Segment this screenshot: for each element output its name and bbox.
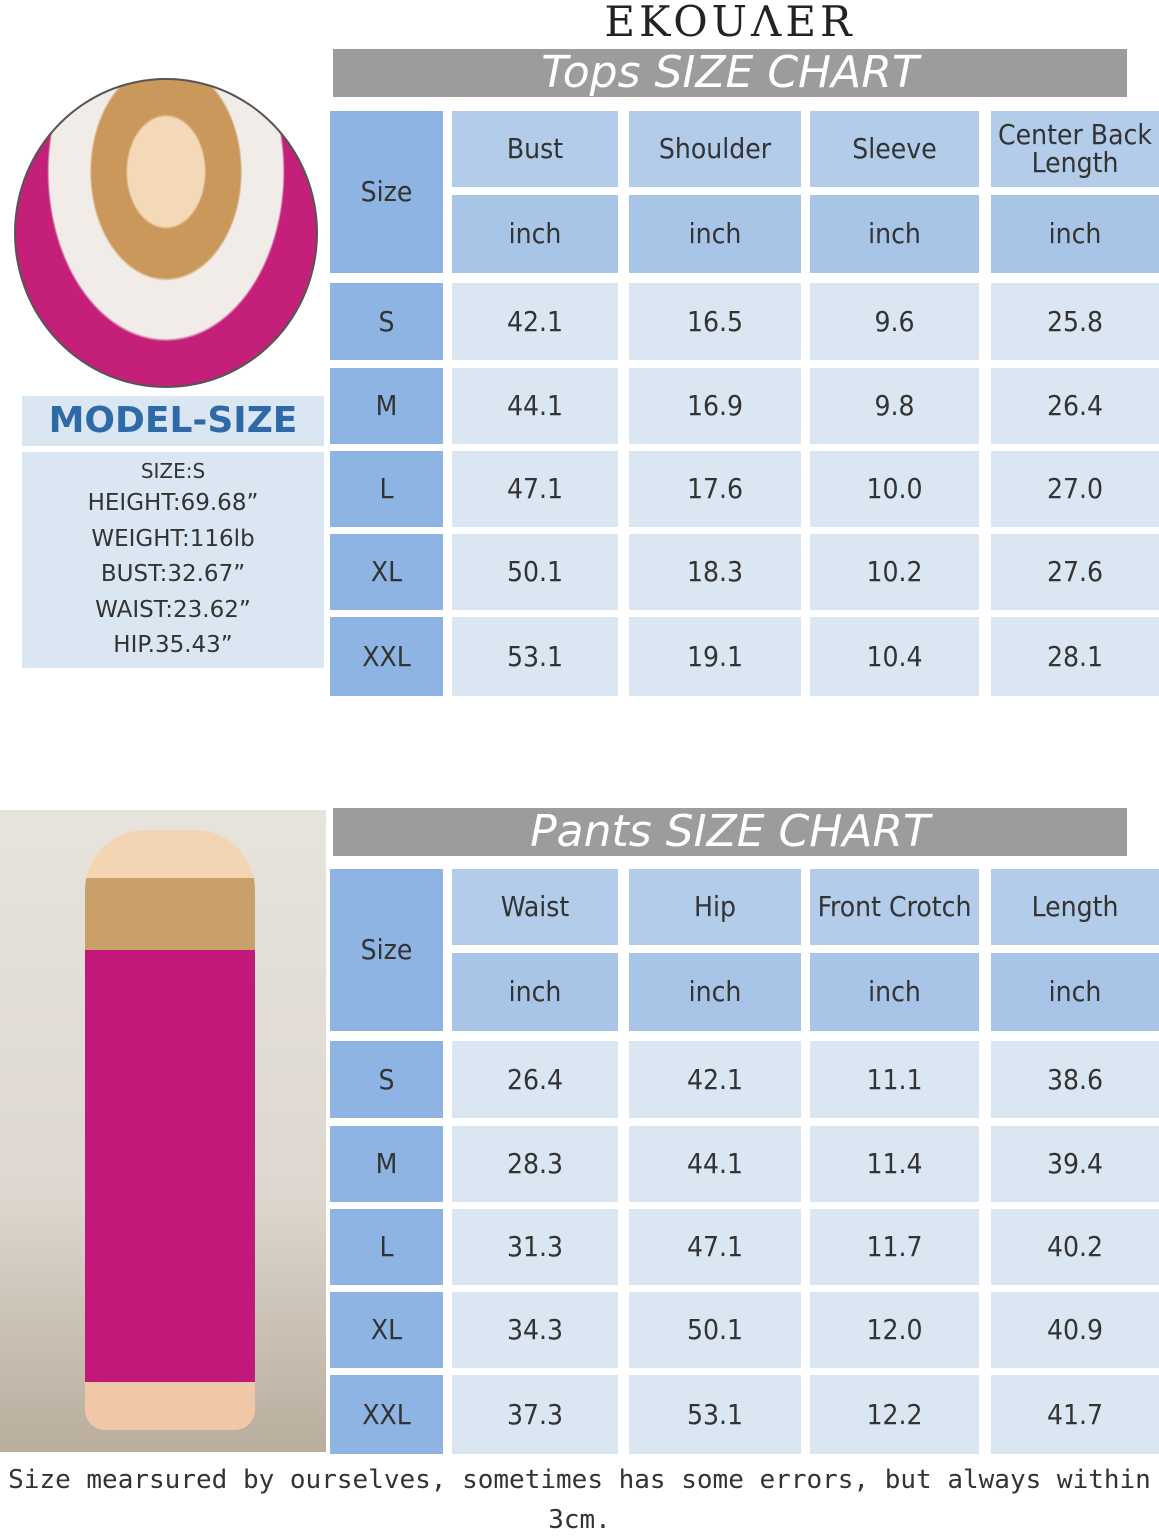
pants-value-cell: 53.1 [629,1375,801,1454]
pants-unit-cell: inch [452,953,618,1031]
tops-value-cell: 18.3 [629,534,801,610]
tops-value-cell: 17.6 [629,451,801,527]
pants-value-cell: 34.3 [452,1292,618,1368]
tops-value-cell: 9.6 [810,283,979,360]
model-waist-line: WAIST:23.62” [95,596,251,623]
tops-value-cell: 10.0 [810,451,979,527]
tops-value-cell: 27.0 [991,451,1159,527]
tops-unit-cell: inch [629,195,801,273]
pants-value-cell: 31.3 [452,1209,618,1285]
pants-size-label: XL [330,1292,443,1368]
pants-size-label: S [330,1041,443,1118]
tops-value-cell: 28.1 [991,617,1159,696]
pants-size-label: XXL [330,1375,443,1454]
pants-header-cell: Length [991,869,1159,945]
tops-value-cell: 19.1 [629,617,801,696]
tops-value-cell: 42.1 [452,283,618,360]
footer-note: Size mearsured by ourselves, sometimes h… [8,1465,1151,1535]
pants-value-cell: 39.4 [991,1126,1159,1202]
tops-value-cell: 25.8 [991,283,1159,360]
pants-value-cell: 50.1 [629,1292,801,1368]
model-size-line: SIZE:S [140,459,206,483]
tops-value-cell: 44.1 [452,368,618,444]
model-size-title: MODEL-SIZE [22,396,324,446]
tops-value-cell: 50.1 [452,534,618,610]
model-height-line: HEIGHT:69.68” [87,490,259,516]
tops-value-cell: 27.6 [991,534,1159,610]
pants-chart-title: Pants SIZE CHART [333,808,1127,856]
tops-value-cell: 47.1 [452,451,618,527]
tops-size-label: L [330,451,443,527]
pants-value-cell: 47.1 [629,1209,801,1285]
pants-value-cell: 40.2 [991,1209,1159,1285]
tops-unit-cell: inch [452,195,618,273]
pants-value-cell: 26.4 [452,1041,618,1118]
tops-size-label: M [330,368,443,444]
tops-size-label: XXL [330,617,443,696]
tops-header-cell: Bust [452,111,618,187]
tops-value-cell: 53.1 [452,617,618,696]
model-hip-line: HIP.35.43” [113,632,233,658]
tops-header-cell: Center Back Length [991,111,1159,187]
pants-value-cell: 40.9 [991,1292,1159,1368]
pants-header-cell: Front Crotch [810,869,979,945]
pants-value-cell: 11.7 [810,1209,979,1285]
pants-unit-cell: inch [810,953,979,1031]
tops-value-cell: 10.2 [810,534,979,610]
pants-header-cell: Waist [452,869,618,945]
brand-logo: EKOUΛER [604,0,856,46]
pants-value-cell: 11.1 [810,1041,979,1118]
tops-size-label: S [330,283,443,360]
pants-value-cell: 12.2 [810,1375,979,1454]
pants-value-cell: 11.4 [810,1126,979,1202]
pants-unit-cell: inch [629,953,801,1031]
pants-value-cell: 44.1 [629,1126,801,1202]
model-size-details: SIZE:S HEIGHT:69.68” WEIGHT:116lb BUST:3… [22,452,324,668]
tops-size-label: XL [330,534,443,610]
pants-size-header: Size [330,869,443,1031]
tops-value-cell: 16.9 [629,368,801,444]
tops-chart-title: Tops SIZE CHART [333,49,1127,97]
tops-header-cell: Shoulder [629,111,801,187]
pants-header-cell: Hip [629,869,801,945]
tops-value-cell: 10.4 [810,617,979,696]
model-portrait-image [14,78,318,388]
tops-value-cell: 9.8 [810,368,979,444]
pants-value-cell: 37.3 [452,1375,618,1454]
model-figure-shape [85,830,255,1430]
pants-unit-cell: inch [991,953,1159,1031]
tops-header-cell: Sleeve [810,111,979,187]
tops-unit-cell: inch [810,195,979,273]
tops-size-header: Size [330,111,443,273]
pants-value-cell: 38.6 [991,1041,1159,1118]
pants-value-cell: 28.3 [452,1126,618,1202]
pants-size-label: M [330,1126,443,1202]
model-bust-line: BUST:32.67” [100,561,246,587]
pants-value-cell: 42.1 [629,1041,801,1118]
tops-value-cell: 16.5 [629,283,801,360]
tops-value-cell: 26.4 [991,368,1159,444]
tops-unit-cell: inch [991,195,1159,273]
model-weight-line: WEIGHT:116lb [91,525,255,552]
pants-size-label: L [330,1209,443,1285]
pants-value-cell: 12.0 [810,1292,979,1368]
pants-value-cell: 41.7 [991,1375,1159,1454]
